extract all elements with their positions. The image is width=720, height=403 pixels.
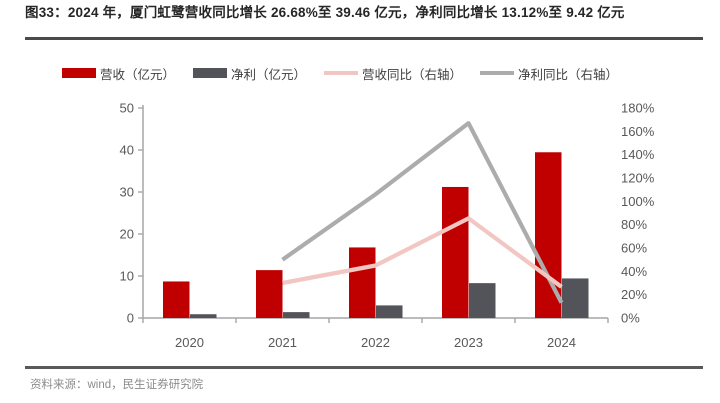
combo-chart: 0 10 20 30 40 50 0% 20% 40% 60% 80% 100% 120% 140% 160… [0, 0, 720, 403]
bar-profit-2023 [469, 283, 496, 318]
source-note: 资料来源：wind，民生证券研究院 [30, 376, 203, 392]
bar-profit-2024 [562, 278, 589, 318]
right-axis-tick-label: 120% [621, 171, 655, 186]
left-axis-tick-label: 40 [120, 143, 134, 158]
bar-profit-2021 [283, 312, 310, 318]
bar-revenue-2021 [256, 270, 283, 318]
right-axis-tick-label: 60% [621, 241, 647, 256]
right-axis-tick-label: 180% [621, 101, 655, 116]
left-axis-tick-label: 0 [127, 311, 134, 326]
source-separator [25, 366, 703, 369]
x-axis-category-label: 2021 [268, 335, 297, 350]
right-axis-tick-label: 160% [621, 124, 655, 139]
left-axis-tick-label: 30 [120, 185, 134, 200]
bar-revenue-2023 [442, 187, 469, 318]
x-axis-category-label: 2023 [454, 335, 483, 350]
left-axis-tick-label: 10 [120, 269, 134, 284]
right-axis-tick-label: 0% [621, 311, 640, 326]
x-axis-category-label: 2020 [175, 335, 204, 350]
bar-profit-2020 [190, 314, 217, 318]
left-axis-tick-label: 50 [120, 101, 134, 116]
bar-revenue-2020 [163, 281, 190, 318]
right-axis-tick-label: 80% [621, 217, 647, 232]
right-axis-tick-label: 140% [621, 147, 655, 162]
right-axis-tick-label: 100% [621, 194, 655, 209]
x-axis-category-label: 2024 [547, 335, 576, 350]
right-axis-tick-label: 20% [621, 287, 647, 302]
left-axis-tick-label: 20 [120, 227, 134, 242]
x-axis-category-label: 2022 [361, 335, 390, 350]
right-axis-tick-label: 40% [621, 264, 647, 279]
bar-profit-2022 [376, 305, 403, 318]
bar-revenue-2022 [349, 247, 376, 318]
